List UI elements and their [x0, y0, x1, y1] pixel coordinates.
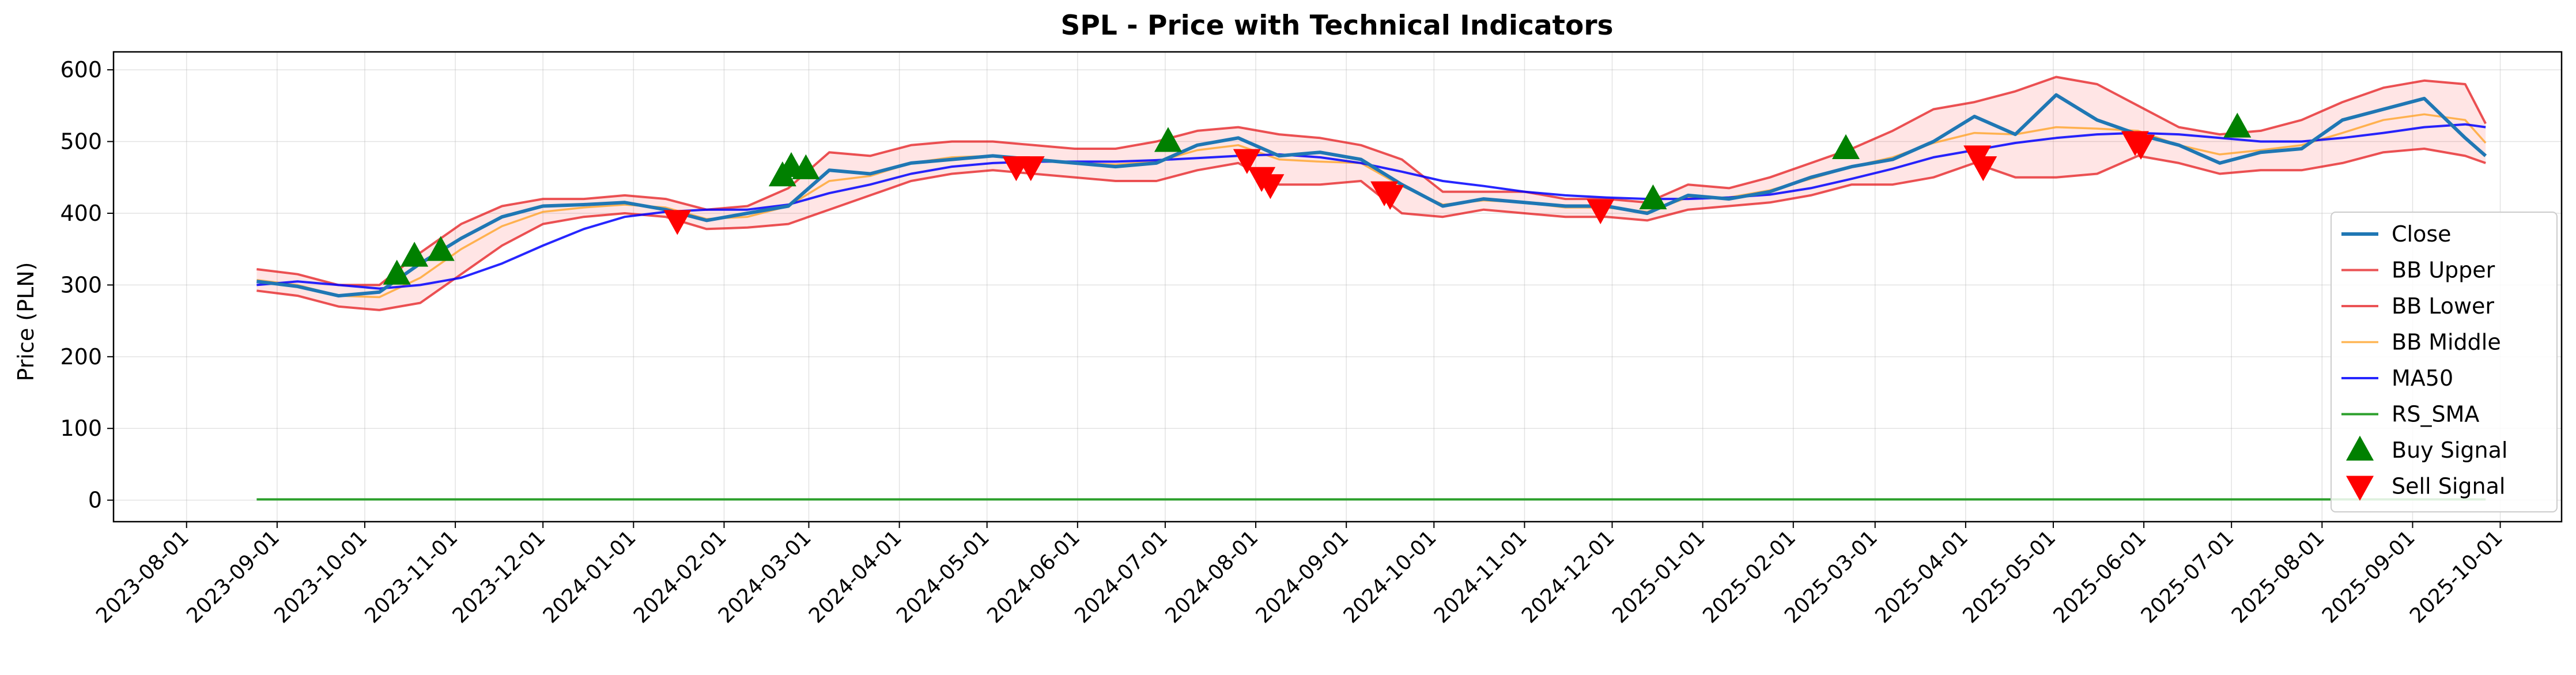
y-tick-label: 400	[60, 201, 102, 226]
legend-buy-marker	[2346, 435, 2374, 461]
sell-signal-marker	[1969, 156, 1997, 182]
y-tick-label: 500	[60, 129, 102, 154]
legend-label: Sell Signal	[2392, 474, 2505, 499]
buy-signal-marker	[426, 236, 455, 261]
y-tick-label: 200	[60, 344, 102, 369]
legend-label: MA50	[2392, 365, 2453, 391]
y-tick-label: 300	[60, 272, 102, 297]
legend-sell-marker	[2346, 476, 2374, 501]
legend-label: BB Middle	[2392, 330, 2501, 355]
chart-title: SPL - Price with Technical Indicators	[1061, 10, 1614, 42]
plot-frame	[112, 51, 2563, 523]
legend-box	[2331, 212, 2558, 512]
sell-signal-marker	[1233, 149, 1261, 174]
band-layer	[256, 77, 2486, 310]
buy-signal-marker	[383, 259, 411, 285]
sell-signal-marker	[1256, 174, 1285, 199]
sell-signal-marker	[1376, 184, 1404, 210]
y-axis-label: Price (PLN)	[13, 262, 39, 382]
sell-signal-marker	[2127, 134, 2155, 160]
marker-layer	[383, 112, 2252, 285]
buy-signal-marker	[1639, 184, 1667, 210]
buy-signal-marker	[1832, 134, 1860, 159]
buy-signal-marker	[1154, 127, 1182, 152]
sell-signal-marker	[1587, 199, 1615, 224]
buy-signal-marker	[2223, 112, 2252, 138]
buy-signal-marker	[792, 154, 820, 179]
sell-signal-marker	[1017, 156, 1045, 182]
buy-signal-marker	[401, 242, 429, 267]
legend-label: BB Upper	[2392, 258, 2495, 283]
y-tick-label: 0	[88, 488, 102, 513]
bollinger-band-fill	[256, 77, 2486, 310]
sell-signal-marker	[663, 210, 692, 235]
y-tick-label: 600	[60, 57, 102, 82]
legend-label: BB Lower	[2392, 293, 2494, 319]
legend-label: Close	[2392, 221, 2452, 247]
legend-label: Buy Signal	[2392, 438, 2507, 463]
legend-label: RS_SMA	[2392, 402, 2479, 427]
y-tick-label: 100	[60, 416, 102, 441]
legend: Close BB Upper BB Lower BB Middle MA50 RS_SMA…	[2331, 212, 2558, 512]
bb-upper-line	[256, 76, 2487, 286]
